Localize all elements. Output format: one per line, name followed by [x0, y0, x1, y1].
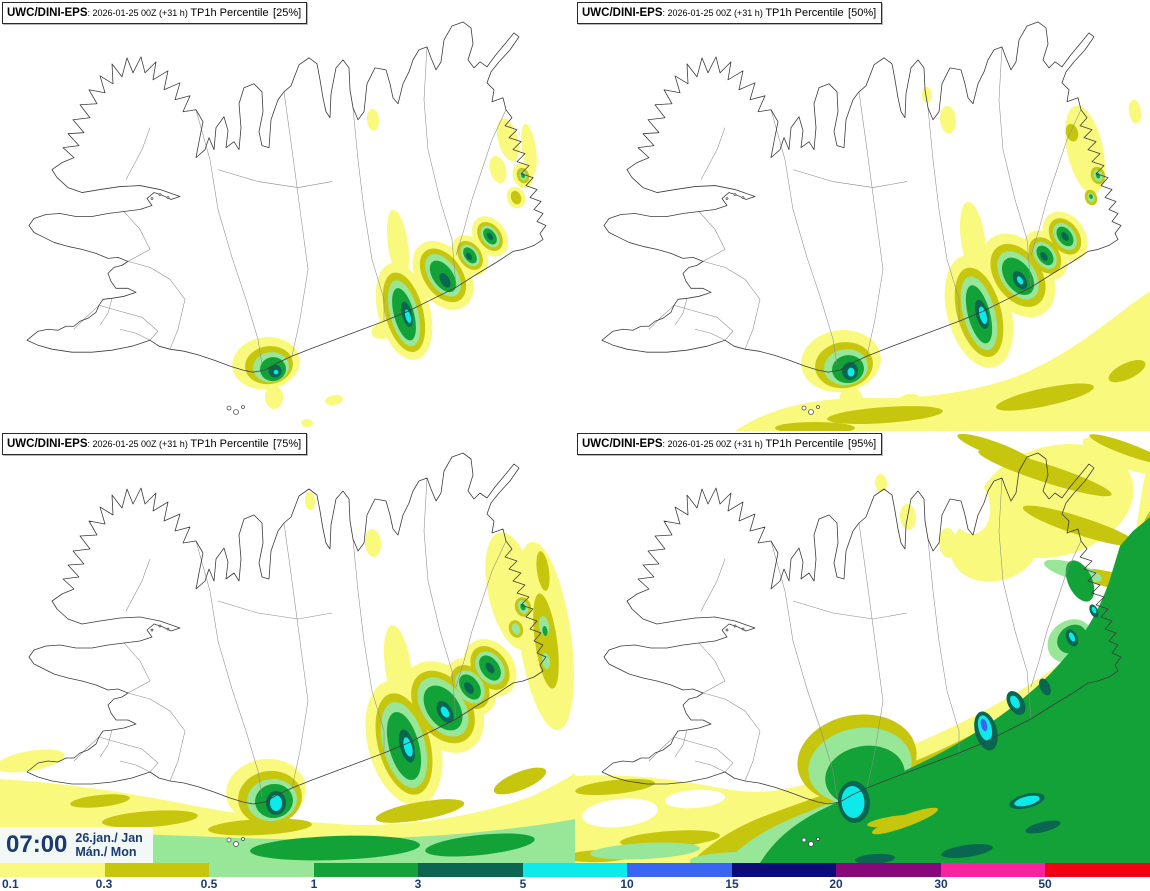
percentile-value: [50%]	[848, 7, 877, 19]
colorbar-segment	[418, 863, 523, 877]
precipitation-colorbar: 0.1 0.3 0.5 1 3 5 10 15 20 30 50	[0, 863, 1150, 891]
product-name: TP1h Percentile	[190, 7, 269, 19]
colorbar-strip	[0, 863, 1150, 877]
percentile-value: [75%]	[273, 438, 302, 450]
run-info: : 2026-01-25 00Z (+31 h)	[87, 439, 191, 449]
iceland-map-75	[0, 452, 575, 863]
product-name: TP1h Percentile	[190, 438, 269, 450]
colorbar-segment	[1045, 863, 1150, 877]
valid-date: 26.jan./ Jan Mán./ Mon	[75, 831, 142, 859]
valid-time: 07:00	[6, 831, 68, 858]
precip-layer-25	[232, 108, 537, 428]
colorbar-segment	[522, 863, 628, 877]
colorbar-tick: 3	[414, 877, 422, 891]
colorbar-tick: 0.5	[200, 877, 218, 891]
colorbar-segment	[940, 863, 1046, 877]
colorbar-tick: 0.1	[2, 877, 19, 891]
colorbar-tick: 20	[829, 877, 843, 891]
colorbar-segment	[627, 863, 732, 877]
valid-day-line: Mán./ Mon	[75, 845, 137, 859]
run-info: : 2026-01-25 00Z (+31 h)	[662, 439, 766, 449]
iceland-map-50	[601, 21, 1150, 431]
map-panel-25: UWC/DINI-EPS: 2026-01-25 00Z (+31 h) TP1…	[0, 0, 575, 431]
iceland-map-25	[26, 21, 547, 428]
colorbar-labels: 0.1 0.3 0.5 1 3 5 10 15 20 30 50	[0, 877, 1150, 891]
run-info: : 2026-01-25 00Z (+31 h)	[662, 8, 766, 18]
colorbar-segment	[731, 863, 837, 877]
map-panel-50: UWC/DINI-EPS: 2026-01-25 00Z (+31 h) TP1…	[575, 0, 1150, 431]
product-name: TP1h Percentile	[765, 438, 844, 450]
colorbar-segment	[313, 863, 419, 877]
percentile-value: [25%]	[273, 7, 302, 19]
precip-layer-50	[735, 86, 1150, 431]
colorbar-tick: 50	[1038, 877, 1052, 891]
colorbar-segment	[0, 863, 105, 877]
precip-layer-95	[575, 433, 1150, 863]
map-panel-75: UWC/DINI-EPS: 2026-01-25 00Z (+31 h) TP1…	[0, 431, 575, 863]
colorbar-tick: 15	[725, 877, 739, 891]
model-name: UWC/DINI-EPS	[582, 7, 663, 19]
map-panel-95: UWC/DINI-EPS: 2026-01-25 00Z (+31 h) TP1…	[575, 431, 1150, 863]
product-name: TP1h Percentile	[765, 7, 844, 19]
panel-title-95: UWC/DINI-EPS: 2026-01-25 00Z (+31 h) TP1…	[577, 433, 883, 455]
colorbar-tick: 10	[620, 877, 634, 891]
panel-title-75: UWC/DINI-EPS: 2026-01-25 00Z (+31 h) TP1…	[2, 433, 308, 455]
colorbar-tick: 30	[934, 877, 948, 891]
valid-date-line: 26.jan./ Jan	[75, 831, 143, 845]
colorbar-tick: 5	[519, 877, 527, 891]
colorbar-segment	[209, 863, 314, 877]
model-name: UWC/DINI-EPS	[7, 438, 88, 450]
panel-title-50: UWC/DINI-EPS: 2026-01-25 00Z (+31 h) TP1…	[577, 2, 883, 24]
iceland-map-95	[575, 433, 1150, 863]
colorbar-segment	[104, 863, 210, 877]
run-info: : 2026-01-25 00Z (+31 h)	[87, 8, 191, 18]
colorbar-segment	[836, 863, 941, 877]
percentile-value: [95%]	[848, 438, 877, 450]
colorbar-tick: 1	[310, 877, 318, 891]
colorbar-tick: 0.3	[95, 877, 113, 891]
model-name: UWC/DINI-EPS	[7, 7, 88, 19]
panel-title-25: UWC/DINI-EPS: 2026-01-25 00Z (+31 h) TP1…	[2, 2, 308, 24]
model-name: UWC/DINI-EPS	[582, 438, 663, 450]
valid-time-box: 07:00 26.jan./ Jan Mán./ Mon	[0, 827, 153, 863]
